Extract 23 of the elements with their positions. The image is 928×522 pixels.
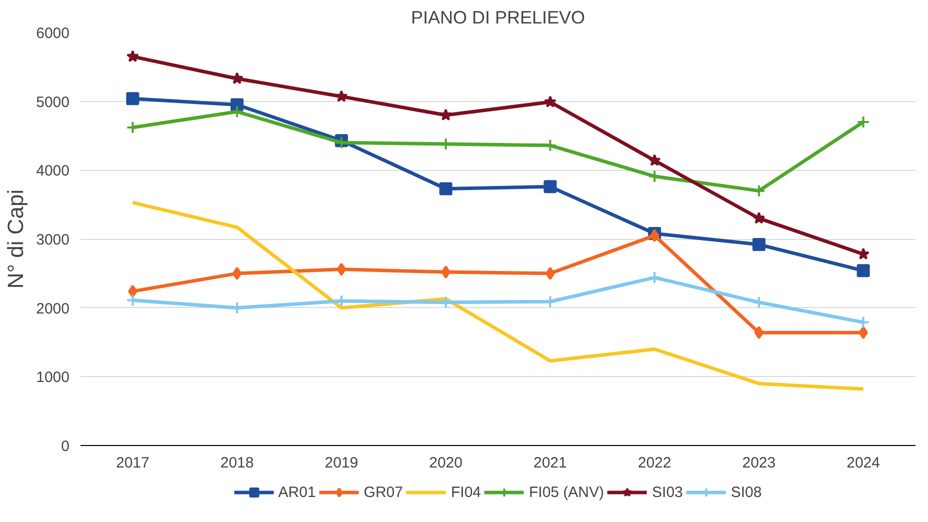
y-tick-label: 4000: [36, 162, 70, 180]
x-tick-label: 2017: [116, 454, 150, 472]
x-tick-label: 2018: [220, 454, 254, 472]
y-tick-label: 6000: [36, 25, 70, 42]
legend-label: AR01: [278, 484, 316, 500]
y-tick-label: 1000: [36, 369, 70, 386]
x-tick-label: 2019: [324, 454, 358, 472]
y-tick-label: 5000: [36, 94, 70, 111]
y-axis-title: N° di Capi: [3, 189, 28, 289]
x-tick-label: 2024: [846, 454, 880, 472]
legend-label: FI04: [450, 484, 481, 500]
legend-label: SI03: [652, 484, 683, 500]
legend-label: SI08: [730, 484, 762, 500]
x-tick-label: 2023: [742, 454, 776, 472]
y-tick-label: 2000: [36, 300, 70, 318]
legend-label: GR07: [364, 484, 403, 500]
legend-label: FI05 (ANV): [529, 484, 604, 500]
y-tick-label: 0: [61, 438, 70, 455]
x-tick-label: 2022: [638, 454, 672, 472]
x-tick-label: 2020: [429, 454, 463, 472]
y-tick-label: 3000: [36, 232, 70, 248]
chart-title: PIANO DI PRELIEVO: [410, 8, 586, 28]
x-tick-label: 2021: [534, 454, 567, 472]
